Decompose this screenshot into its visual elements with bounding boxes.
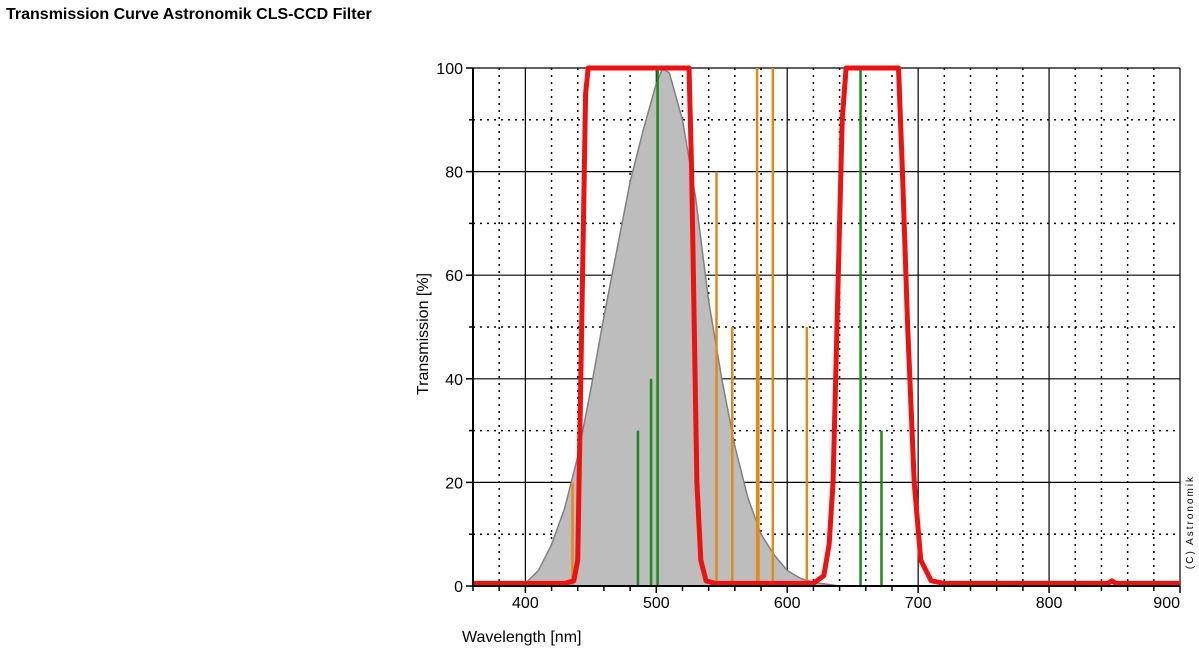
x-axis-label: Wavelength [nm] (462, 629, 581, 646)
sensitivity-area (512, 66, 840, 587)
x-tick-label: 400 (512, 595, 539, 612)
y-axis-label: Transmission [%] (415, 273, 432, 395)
x-tick-label: 800 (1036, 595, 1063, 612)
y-tick-label: 40 (445, 372, 463, 389)
x-tick-label: 700 (905, 595, 932, 612)
filter-curve (473, 65, 1180, 586)
x-tick-label: 600 (774, 595, 801, 612)
y-tick-label: 0 (454, 579, 463, 596)
y-tick-label: 60 (445, 268, 463, 285)
x-tick-label: 500 (643, 595, 670, 612)
y-tick-label: 100 (436, 61, 463, 78)
y-tick-label: 20 (445, 475, 463, 492)
copyright-label: (C) Astronomik (1185, 475, 1196, 569)
x-tick-label: 900 (1153, 595, 1180, 612)
chart-title: Transmission Curve Astronomik CLS-CCD Fi… (6, 6, 372, 23)
y-tick-label: 80 (445, 165, 463, 182)
